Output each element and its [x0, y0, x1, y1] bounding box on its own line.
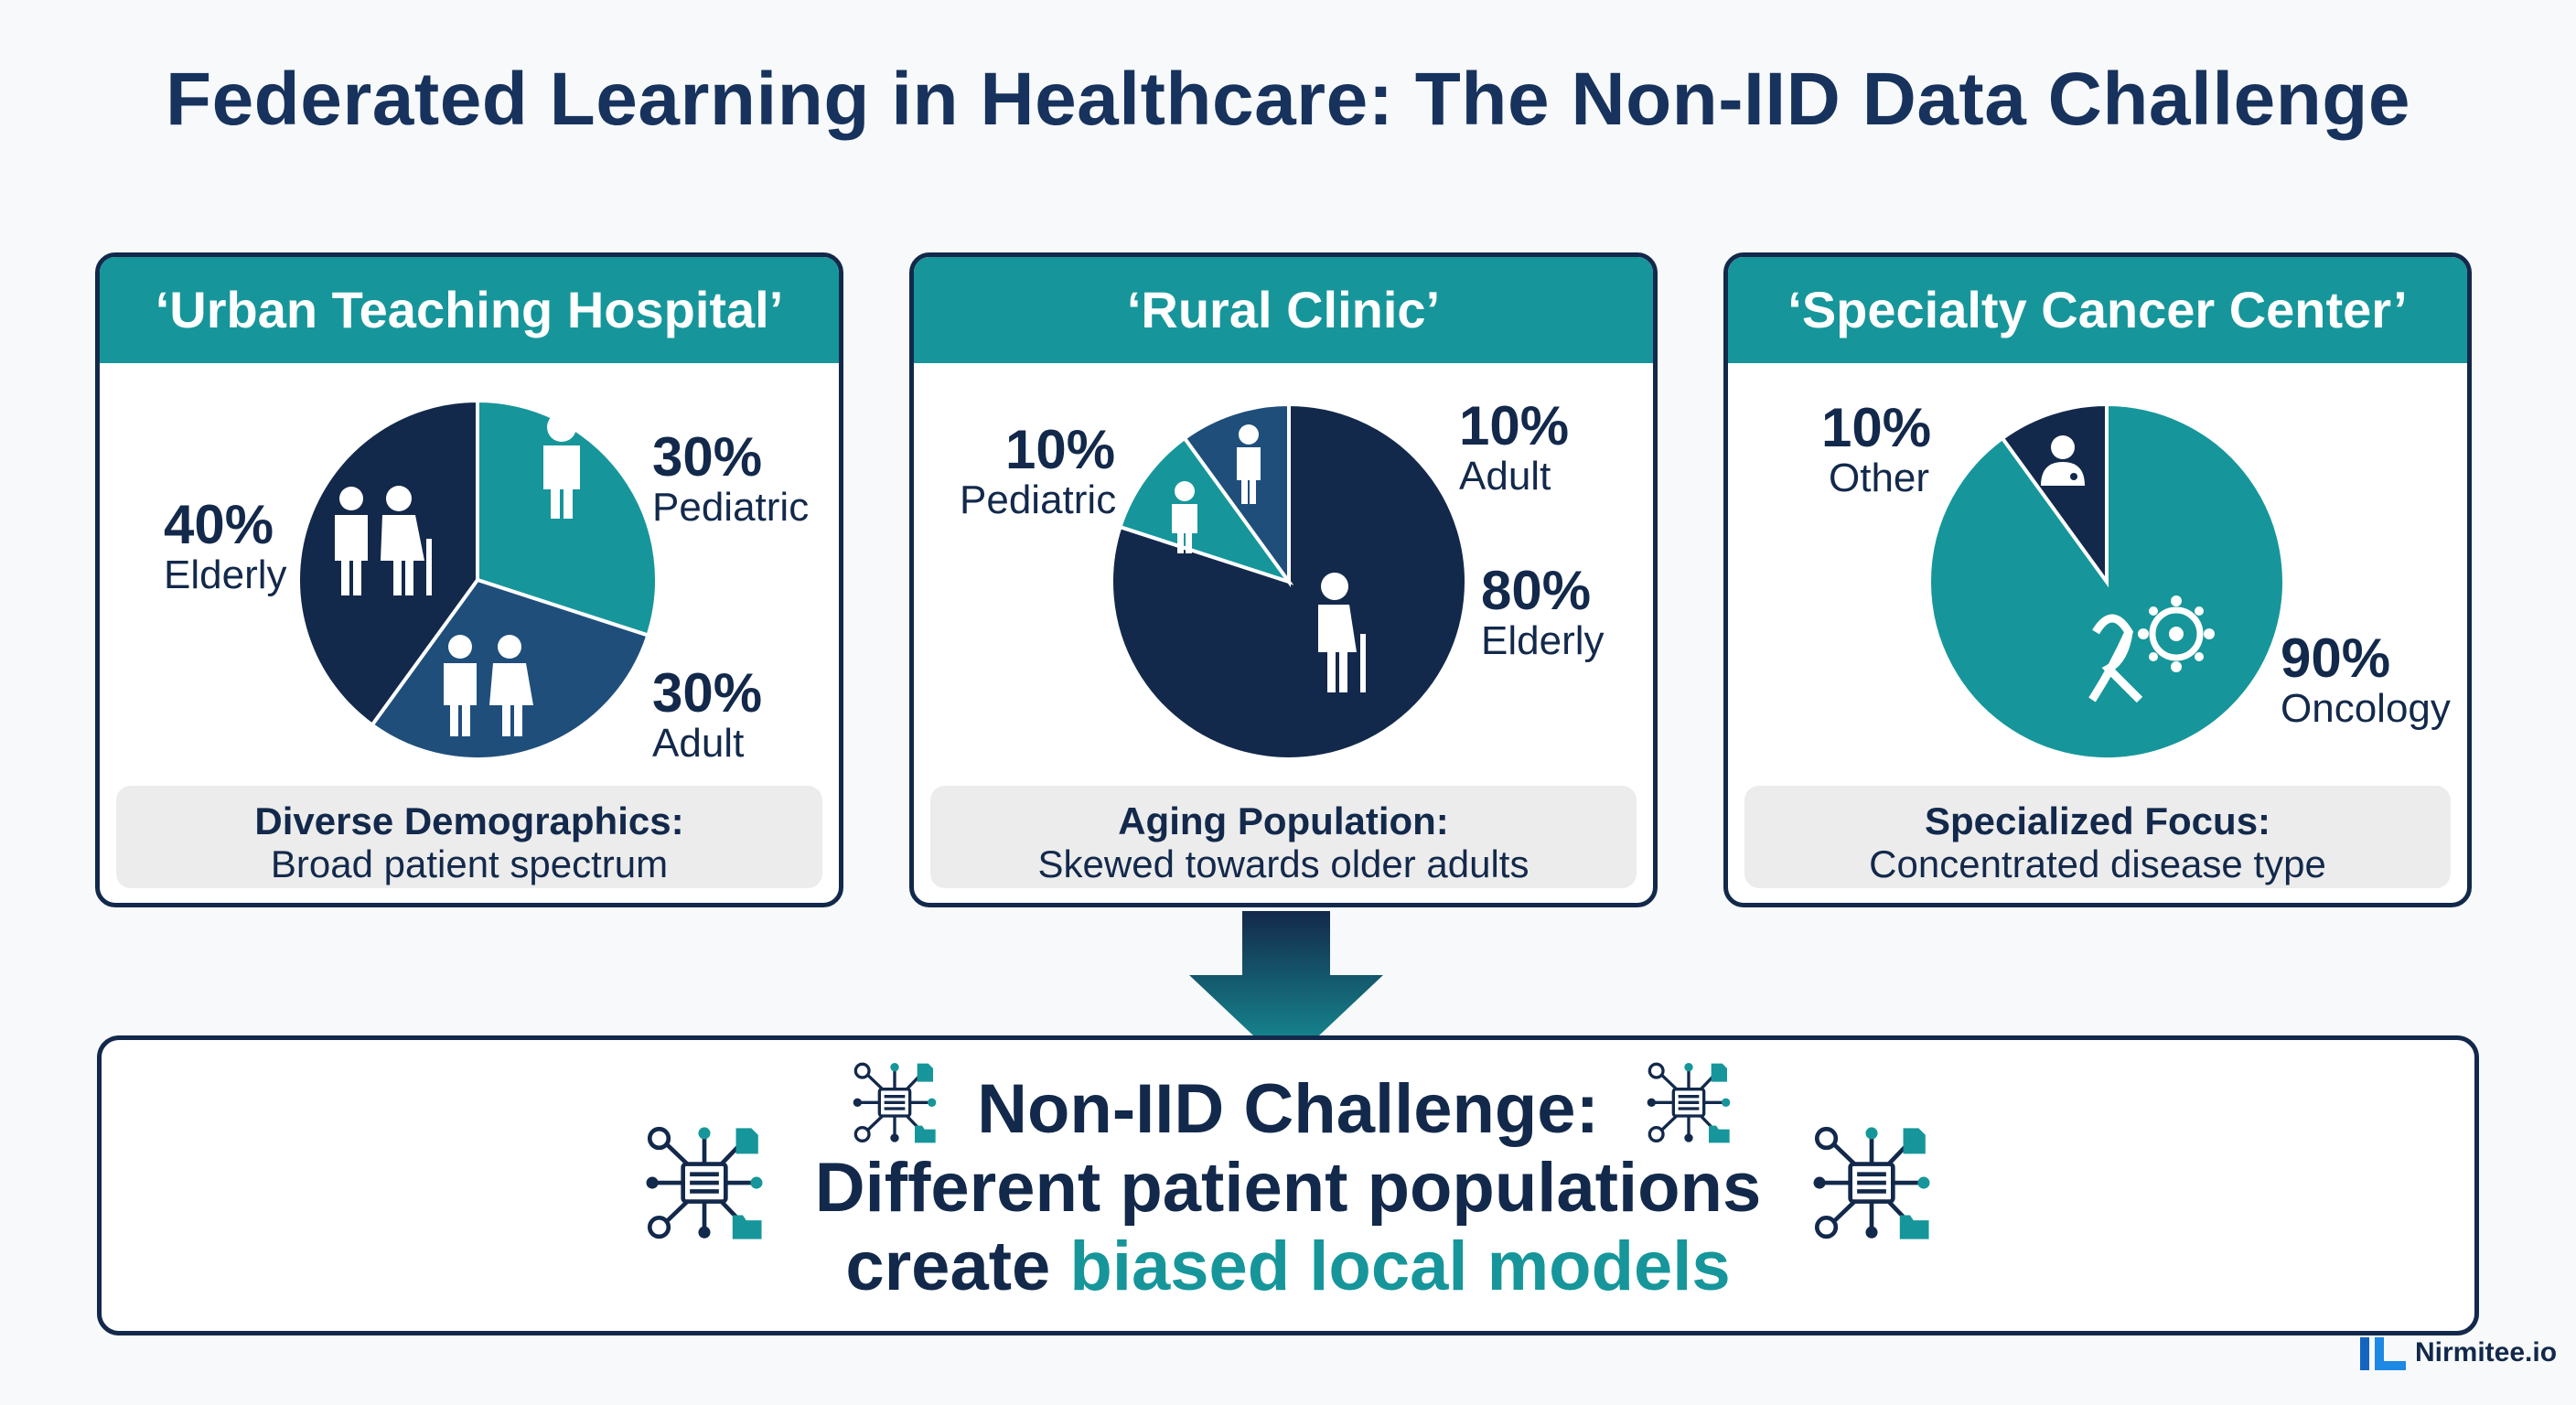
panel-caption: Specialized Focus: Concentrated disease … — [1744, 786, 2451, 888]
pie-slices — [1927, 402, 2286, 761]
down-arrow-icon — [1189, 911, 1383, 1067]
panel-title: ‘Specialty Cancer Center’ — [1728, 257, 2467, 363]
server-network-icon — [1645, 1061, 1733, 1145]
doctor-icon — [2041, 435, 2085, 486]
caption-title: Specialized Focus: — [1924, 799, 2271, 842]
panel-caption: Diverse Demographics: Broad patient spec… — [116, 786, 822, 888]
adult-icon — [1237, 424, 1261, 504]
non-iid-challenge-box — [97, 1035, 2479, 1335]
elderly-person-icon — [1318, 573, 1366, 692]
pie-slice-adult — [1182, 402, 1291, 588]
caption-subtitle: Broad patient spectrum — [270, 842, 669, 885]
slice-label-elderly: 80% Elderly — [1481, 560, 1605, 663]
child-icon — [543, 413, 580, 519]
challenge-heading: Non-IID Challenge: — [977, 1070, 1599, 1148]
caption-title: Diverse Demographics: — [254, 799, 684, 842]
pie-slices — [1110, 402, 1468, 761]
virus-cell-icon — [2138, 595, 2215, 672]
caption-subtitle: Concentrated disease type — [1869, 842, 2326, 885]
caption-subtitle: Skewed towards older adults — [1037, 842, 1530, 885]
challenge-statement: Non-IID Challenge: Different patient pop… — [0, 1070, 2576, 1306]
challenge-line-2: Different patient populations — [814, 1149, 1762, 1227]
nirmitee-logo-icon — [2360, 1337, 2406, 1370]
panel-title: ‘Urban Teaching Hospital’ — [100, 257, 839, 363]
pie-chart-rural — [1110, 402, 1468, 761]
pie-slices — [296, 398, 659, 761]
slice-label-other: 10% Other — [1821, 397, 1932, 500]
page-title: Federated Learning in Healthcare: The No… — [165, 58, 2410, 141]
accent-text: biased local models — [1069, 1228, 1731, 1305]
brand-name[interactable]: Nirmitee.io — [2415, 1337, 2558, 1367]
slice-label-adult: 10% Adult — [1459, 395, 1570, 499]
pie-slice-other — [2000, 402, 2109, 588]
slice-label-oncology: 90% Oncology — [2281, 627, 2451, 731]
server-network-icon — [640, 1120, 768, 1248]
panel-title: ‘Rural Clinic’ — [914, 257, 1653, 363]
pie-slice-elderly — [296, 398, 479, 728]
slice-label-pediatric: 30% Pediatric — [652, 426, 810, 530]
caption-title: Aging Population: — [1118, 799, 1449, 842]
slice-label-elderly: 40% Elderly — [164, 494, 287, 597]
pie-chart-cancer — [1927, 402, 2286, 761]
cancer-ribbon-icon — [2088, 614, 2143, 703]
panel-rural-clinic: ‘Rural Clinic’ 10% Adult 80% Elderly 10%… — [909, 252, 1658, 907]
server-network-icon — [852, 1061, 938, 1145]
panel-urban-hospital: ‘Urban Teaching Hospital’ 30% Pediatric … — [95, 252, 843, 907]
panel-caption: Aging Population: Skewed towards older a… — [930, 786, 1637, 888]
slice-label-adult: 30% Adult — [652, 662, 763, 766]
adult-couple-icon — [444, 635, 533, 736]
slice-label-pediatric: 10% Pediatric — [960, 419, 1117, 522]
server-network-icon — [1808, 1120, 1936, 1248]
panel-cancer-center: ‘Specialty Cancer Center’ 90% Oncology 1… — [1723, 252, 2472, 907]
elderly-couple-icon — [335, 486, 432, 595]
pie-chart-urban — [296, 398, 659, 761]
child-icon — [1172, 481, 1197, 553]
pie-slice-pediatric — [1117, 435, 1294, 585]
challenge-line-3: create biased local models — [845, 1228, 1731, 1305]
